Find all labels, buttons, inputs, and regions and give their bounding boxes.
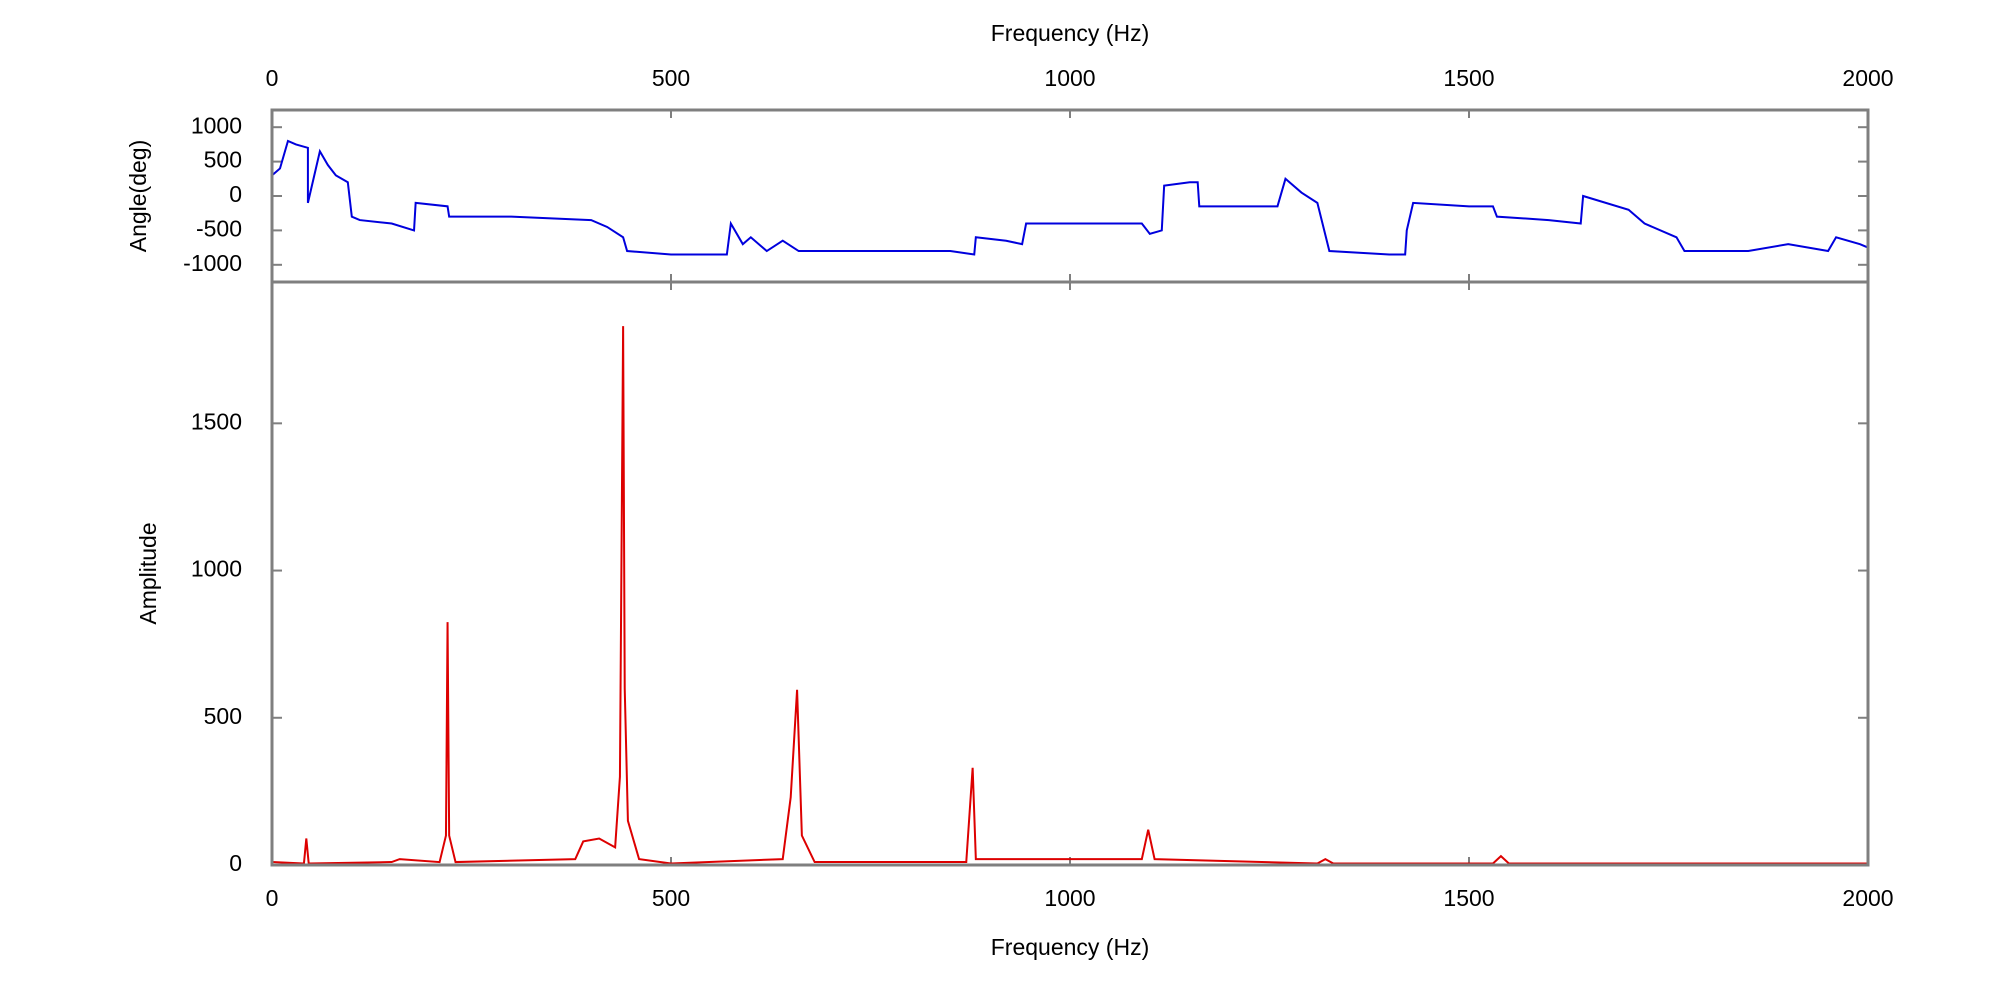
x-tick-label: 1000: [1044, 885, 1095, 911]
y-tick-label: -500: [196, 215, 242, 241]
x-tick-label: 0: [266, 65, 279, 91]
y-tick-label: 0: [229, 181, 242, 207]
plot-frame: [270, 108, 1870, 284]
y-axis-label: Amplitude: [135, 522, 161, 624]
x-tick-label: 2000: [1842, 885, 1893, 911]
x-tick-label: 1000: [1044, 65, 1095, 91]
x-axis-label: Frequency (Hz): [991, 20, 1149, 46]
x-axis-label: Frequency (Hz): [991, 934, 1149, 960]
y-tick-label: 1500: [191, 408, 242, 434]
y-tick-label: 500: [204, 147, 242, 173]
y-tick-label: 1000: [191, 556, 242, 582]
x-tick-label: 500: [652, 885, 690, 911]
y-tick-label: 1000: [191, 112, 242, 138]
x-tick-label: 0: [266, 885, 279, 911]
x-tick-label: 2000: [1842, 65, 1893, 91]
x-tick-label: 1500: [1443, 885, 1494, 911]
plot-frame: [270, 280, 1870, 867]
series-line: [271, 326, 1868, 865]
x-tick-label: 1500: [1443, 65, 1494, 91]
y-tick-label: 0: [229, 850, 242, 876]
y-tick-label: 500: [204, 703, 242, 729]
y-tick-label: -1000: [183, 250, 242, 276]
series-line: [271, 139, 1869, 256]
x-tick-label: 500: [652, 65, 690, 91]
y-axis-label: Angle(deg): [125, 140, 151, 253]
